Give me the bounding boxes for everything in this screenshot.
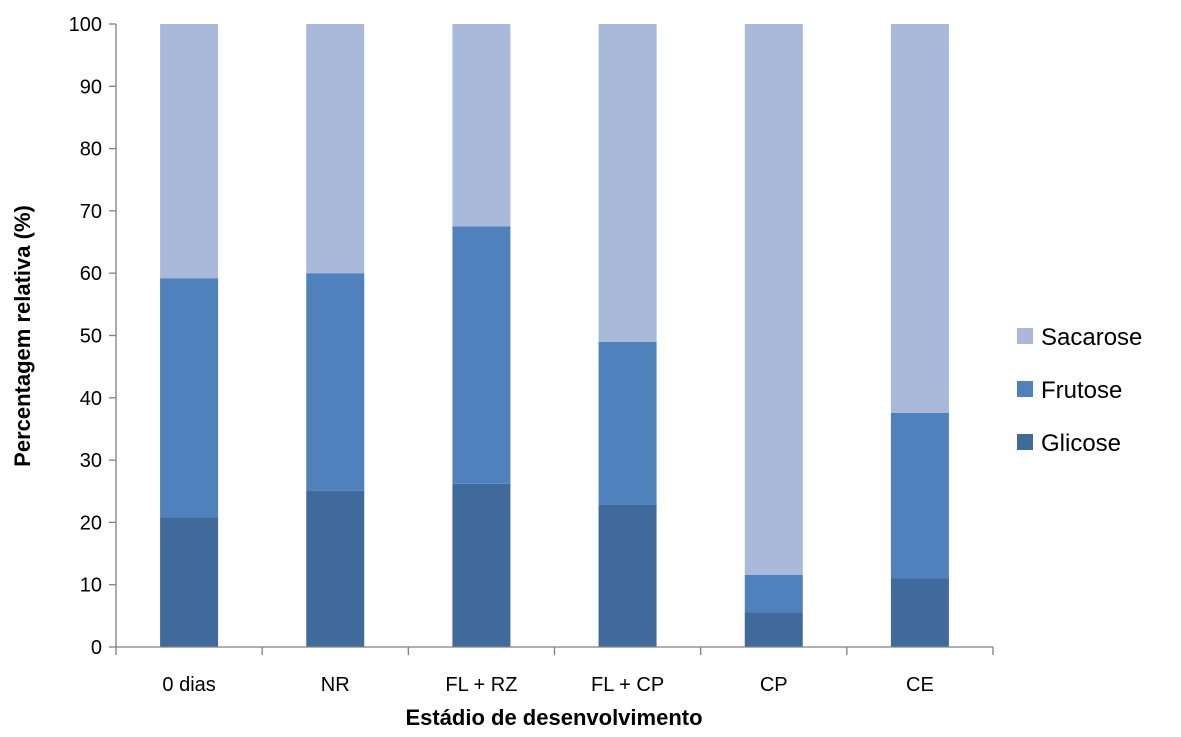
y-tick-label: 70 [80,201,102,223]
bar-glicose-cp [744,612,803,647]
legend-swatch-sacarose [1017,328,1033,344]
bar-sacarose-ce [890,24,949,413]
y-axis-title: Percentagem relativa (%) [10,205,35,467]
y-tick-label: 10 [80,575,102,597]
y-tick-label: 0 [91,637,102,659]
y-tick-label: 20 [80,512,102,534]
y-tick-label: 100 [69,14,102,36]
bar-frutose-ce [890,412,949,579]
x-tick-label-nr: NR [321,674,350,696]
x-tick-label-ce: CE [906,674,934,696]
x-tick-label-0-dias: 0 dias [162,674,215,696]
bar-frutose-cp [744,574,803,613]
legend-label-frutose: Frutose [1041,377,1122,404]
bar-glicose-fl-rz [452,483,511,647]
bar-glicose-fl-cp [598,504,657,647]
x-tick-label-cp: CP [760,674,788,696]
bar-sacarose-nr [306,24,365,274]
bar-sacarose-fl-rz [452,24,511,227]
bar-frutose-fl-rz [452,226,511,484]
bar-sacarose-cp [744,24,803,575]
bar-glicose-0-dias [160,517,219,647]
y-tick-label: 50 [80,326,102,348]
axes-layer [109,23,994,655]
legend-swatch-glicose [1017,434,1033,450]
x-tick-label-fl-rz: FL + RZ [445,674,517,696]
legend-swatch-frutose [1017,381,1033,397]
bar-frutose-0-dias [160,278,219,518]
y-tick-label: 80 [80,139,102,161]
y-tick-labels: 0 10 20 30 40 50 60 70 80 90 100 [69,14,102,659]
x-tick-labels: 0 dias NR FL + RZ FL + CP CP CE [162,674,933,696]
y-tick-label: 90 [80,76,102,98]
legend: Sacarose Frutose Glicose [1017,324,1142,457]
y-tick-label: 40 [80,388,102,410]
bar-frutose-fl-cp [598,341,657,505]
y-tick-label: 30 [80,450,102,472]
bars-layer [160,24,949,647]
y-tick-label: 60 [80,263,102,285]
bar-glicose-ce [890,578,949,647]
legend-label-glicose: Glicose [1041,430,1121,457]
bar-glicose-nr [306,490,365,647]
x-tick-label-fl-cp: FL + CP [591,674,664,696]
bar-frutose-nr [306,273,365,491]
bar-sacarose-fl-cp [598,24,657,342]
bar-sacarose-0-dias [160,24,219,279]
legend-label-sacarose: Sacarose [1041,324,1142,351]
x-axis-title: Estádio de desenvolvimento [405,705,702,730]
